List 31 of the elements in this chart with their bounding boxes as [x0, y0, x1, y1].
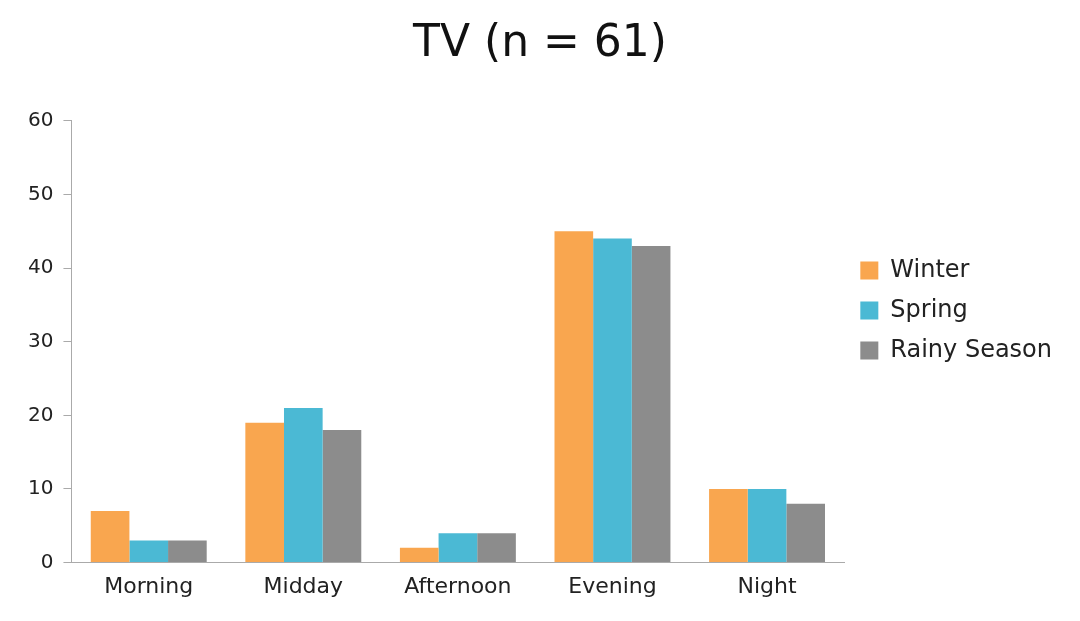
bar [283, 407, 323, 563]
legend-label: Rainy Season [890, 334, 1052, 363]
bar [245, 422, 284, 563]
y-tick-label: 30 [28, 327, 54, 352]
bar [129, 540, 169, 563]
bar [631, 245, 671, 563]
legend-label: Spring [890, 294, 968, 323]
bar [554, 231, 594, 563]
bar [438, 533, 478, 563]
bar [399, 547, 439, 563]
x-tick-label: Afternoon [404, 572, 512, 598]
x-tick-label: Evening [568, 572, 657, 598]
bar [168, 540, 207, 563]
bar [477, 533, 516, 563]
y-tick-label: 40 [28, 254, 54, 279]
bar [747, 488, 787, 563]
y-tick-label: 0 [40, 548, 54, 573]
legend-label: Winter [890, 254, 970, 283]
bar [593, 238, 632, 563]
bar [786, 503, 826, 563]
chart-title: TV (n = 61) [411, 14, 668, 66]
y-tick-label: 60 [28, 107, 54, 131]
y-tick-label: 20 [28, 401, 54, 426]
x-tick-label: Morning [104, 572, 194, 598]
x-tick-label: Night [737, 572, 797, 598]
bar [709, 488, 748, 563]
bar [322, 430, 362, 563]
x-tick-label: Midday [263, 572, 344, 598]
bar [90, 511, 130, 563]
y-tick-label: 10 [28, 475, 54, 500]
y-tick-label: 50 [28, 180, 54, 205]
